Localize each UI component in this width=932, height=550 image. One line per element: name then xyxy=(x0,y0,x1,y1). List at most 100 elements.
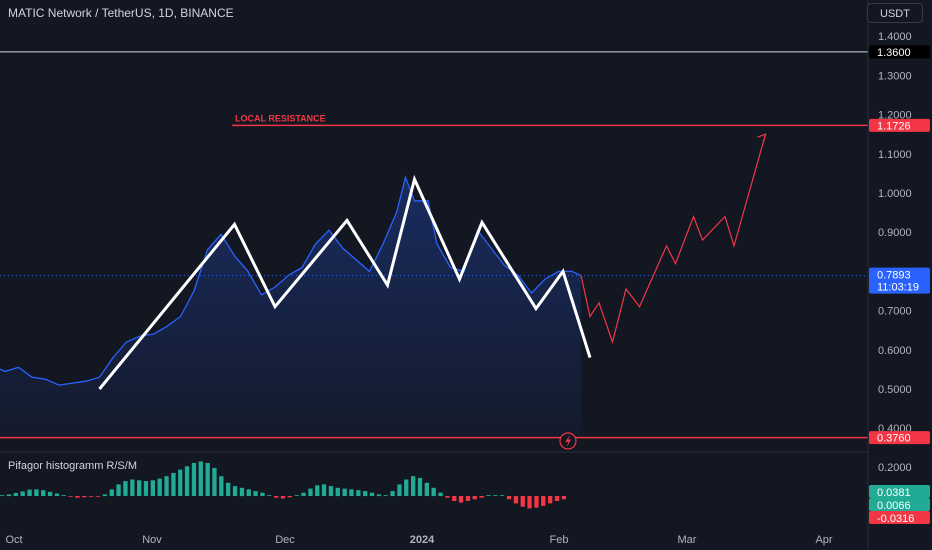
histogram-bar xyxy=(479,496,484,498)
countdown-text: 11:03:19 xyxy=(877,282,919,294)
histogram-bar xyxy=(369,492,375,496)
histogram-bar xyxy=(109,489,114,496)
histogram-bar xyxy=(150,480,155,496)
resistance-annotation: LOCAL RESISTANCE xyxy=(235,113,326,123)
current-price-badge[interactable] xyxy=(869,267,930,294)
histogram-bar xyxy=(274,496,279,498)
histogram-bar xyxy=(417,477,423,496)
histogram-bar xyxy=(445,496,450,498)
histogram-bar xyxy=(6,494,12,497)
current-price-text: 0.7893 xyxy=(877,270,911,282)
x-tick-label: Mar xyxy=(678,534,697,546)
histogram-bar xyxy=(212,467,217,496)
histogram-bar xyxy=(486,495,491,496)
histogram-bar xyxy=(239,487,245,497)
y-tick-label: 1.1000 xyxy=(878,149,912,161)
histogram-bar xyxy=(280,496,286,499)
histogram-bar xyxy=(232,486,238,496)
y-tick-label: 0.9000 xyxy=(878,227,912,239)
histogram-bar xyxy=(246,489,251,496)
histogram-bar xyxy=(27,489,32,496)
y-tick-label: 1.4000 xyxy=(878,31,912,43)
histogram-bar xyxy=(397,484,402,496)
x-tick-label: Dec xyxy=(275,534,295,546)
histogram-bar xyxy=(527,496,532,509)
histogram-bar xyxy=(356,490,361,496)
histogram-bar xyxy=(294,495,299,496)
histogram-bar xyxy=(0,495,5,496)
histogram-bar xyxy=(431,487,436,497)
histogram-bar xyxy=(342,488,347,496)
histogram-bar xyxy=(178,469,183,496)
histogram-value-text: -0.0316 xyxy=(877,513,914,525)
histogram-bar xyxy=(287,496,292,498)
price-line xyxy=(0,175,582,386)
histogram-bar xyxy=(253,491,258,497)
upper-price-badge[interactable] xyxy=(869,45,930,59)
histogram-bar xyxy=(102,494,108,497)
histogram-bar xyxy=(438,492,443,496)
histogram-bar xyxy=(130,479,135,496)
histogram-y-tick: 0.2000 xyxy=(878,462,912,474)
histogram-value-badge[interactable] xyxy=(869,485,930,498)
price-area-fill xyxy=(0,177,581,438)
histogram-bar xyxy=(376,494,382,497)
histogram-bar xyxy=(157,478,162,496)
y-tick-label: 1.0000 xyxy=(878,188,912,200)
y-tick-label: 1.3000 xyxy=(878,70,912,82)
histogram-bar xyxy=(363,491,368,497)
histogram-bar xyxy=(541,496,546,506)
histogram-bar xyxy=(301,492,306,496)
histogram-bar xyxy=(184,466,190,496)
lightning-icon[interactable] xyxy=(559,432,577,450)
histogram-bar xyxy=(123,481,128,496)
histogram-bar xyxy=(561,496,566,500)
histogram-bar xyxy=(390,491,395,497)
projection-arrowhead xyxy=(757,133,767,143)
histogram-bar xyxy=(143,481,149,496)
upper-price-badge-text: 1.3600 xyxy=(877,47,911,59)
y-tick-label: 1.2000 xyxy=(878,110,912,122)
histogram-bar xyxy=(164,476,169,496)
histogram-bar xyxy=(198,461,203,496)
histogram-bar xyxy=(308,488,313,496)
x-tick-label: Nov xyxy=(142,534,162,546)
x-tick-label: 2024 xyxy=(410,534,435,546)
histogram-bar xyxy=(465,496,471,501)
wave-pattern-line[interactable] xyxy=(98,174,592,390)
histogram-value-text: 0.0381 xyxy=(877,487,911,499)
histogram-bar xyxy=(458,496,464,503)
histogram-bar xyxy=(260,492,265,496)
histogram-bar xyxy=(404,479,409,496)
histogram-bar xyxy=(20,491,25,496)
histogram-bar xyxy=(54,493,60,496)
histogram-bar xyxy=(424,482,429,496)
histogram-bar xyxy=(506,496,512,500)
histogram-value-badge[interactable] xyxy=(869,511,930,524)
histogram-bar xyxy=(267,495,272,496)
histogram-bar xyxy=(328,486,334,496)
support-price-badge[interactable] xyxy=(869,431,930,445)
projection-line[interactable] xyxy=(580,134,767,345)
histogram-value-text: 0.0066 xyxy=(877,500,911,512)
resistance-price-badge[interactable] xyxy=(869,118,930,132)
histogram-bar xyxy=(89,496,94,497)
histogram-bar xyxy=(95,496,101,497)
histogram-bar xyxy=(315,485,320,496)
y-tick-label: 0.6000 xyxy=(878,345,912,357)
histogram-bar xyxy=(171,472,176,496)
histogram-bar xyxy=(226,482,231,496)
histogram-bar xyxy=(61,495,66,496)
histogram-bar xyxy=(554,496,560,501)
histogram-bar xyxy=(520,496,525,507)
currency-button[interactable]: USDT xyxy=(867,3,923,23)
histogram-bar xyxy=(335,487,340,497)
histogram-bar xyxy=(47,491,53,496)
histogram-bar xyxy=(116,484,121,496)
histogram-bar xyxy=(75,496,80,498)
x-tick-label: Oct xyxy=(5,534,22,546)
support-price-badge-text: 0.3760 xyxy=(877,433,911,445)
histogram-bar xyxy=(548,496,553,504)
histogram-bar xyxy=(534,496,539,508)
histogram-value-badge[interactable] xyxy=(869,498,930,511)
